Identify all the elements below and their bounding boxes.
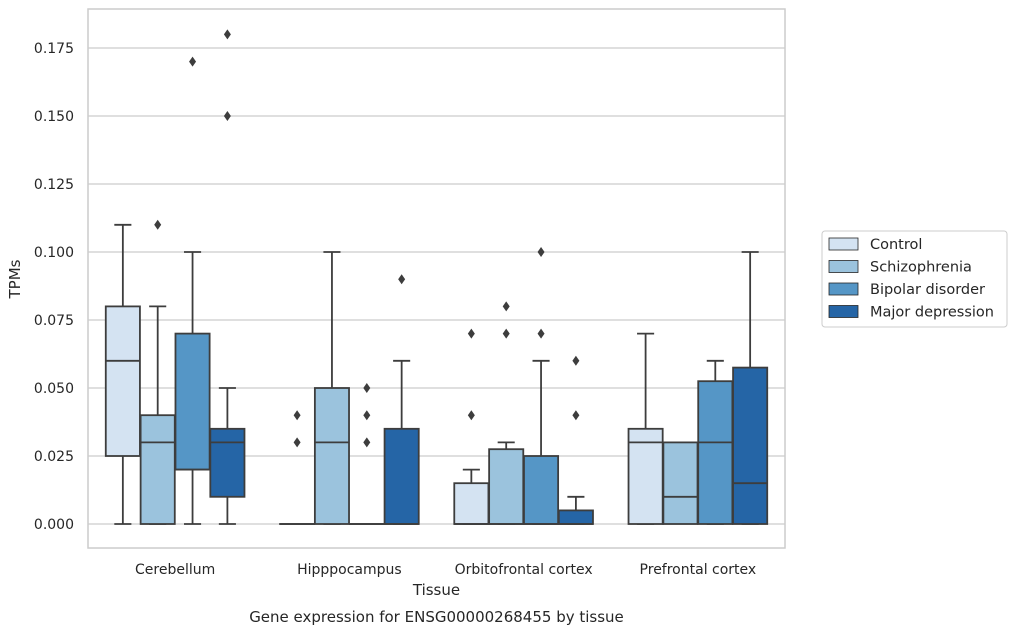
y-axis-title: TPMs xyxy=(6,259,24,299)
legend-frame xyxy=(821,230,1008,328)
box xyxy=(209,427,246,498)
legend-swatch xyxy=(828,305,859,318)
box-3-2 xyxy=(697,359,734,525)
box xyxy=(557,509,594,525)
x-tick-label: Cerebellum xyxy=(135,562,215,578)
outlier-point xyxy=(572,410,580,421)
y-tick-label: 0.000 xyxy=(34,517,74,533)
legend: Control Schizophrenia Bipolar disorder Majo… xyxy=(821,230,1008,328)
box xyxy=(383,427,420,525)
box xyxy=(313,387,350,525)
outlier-point xyxy=(223,111,231,121)
outlier-point xyxy=(154,219,162,230)
box xyxy=(139,414,176,525)
x-tick-label: Hipppocampus xyxy=(297,562,402,578)
x-tick-labels: Cerebellum Hipppocampus Orbitofrontal cort… xyxy=(135,562,756,578)
outlier-point xyxy=(537,328,545,339)
x-tick-label: Orbitofrontal cortex xyxy=(455,562,593,578)
box xyxy=(697,380,734,525)
x-axis-title: Tissue xyxy=(412,581,460,599)
chart-title: Gene expression for ENSG00000268455 by t… xyxy=(249,608,624,626)
legend-swatch xyxy=(828,282,859,296)
y-tick-label: 0.175 xyxy=(34,41,74,57)
box xyxy=(174,332,211,471)
outlier-point xyxy=(363,437,371,448)
legend-label: Bipolar disorder xyxy=(870,282,985,298)
y-tick-label: 0.075 xyxy=(34,313,74,329)
box xyxy=(662,441,699,525)
y-tick-label: 0.150 xyxy=(34,109,74,125)
legend-items: Control Schizophrenia Bipolar disorder Majo… xyxy=(828,237,994,321)
box-2-1 xyxy=(488,301,525,525)
box-1-3 xyxy=(383,274,420,525)
box-0-2 xyxy=(174,56,211,525)
box xyxy=(104,305,141,457)
legend-swatch xyxy=(828,260,859,273)
box-layer xyxy=(104,29,769,525)
outlier-point xyxy=(223,29,231,40)
outlier-point xyxy=(189,56,197,67)
legend-label: Major depression xyxy=(870,305,994,321)
legend-label: Control xyxy=(870,237,922,253)
outlier-point xyxy=(293,410,301,421)
outlier-point xyxy=(398,274,406,285)
outlier-point xyxy=(293,437,301,448)
box-0-0 xyxy=(104,223,141,525)
outlier-point xyxy=(467,328,475,339)
box-2-0 xyxy=(453,328,490,525)
legend-label: Schizophrenia xyxy=(870,260,972,276)
y-tick-label: 0.100 xyxy=(34,245,74,261)
x-tick-label: Prefrontal cortex xyxy=(640,562,757,578)
box-3-3 xyxy=(732,251,769,525)
box xyxy=(732,366,769,525)
y-tick-label: 0.025 xyxy=(34,449,74,465)
box-2-2 xyxy=(523,247,560,525)
outlier-point xyxy=(363,383,371,393)
box-2-3 xyxy=(557,355,594,525)
plot-frame xyxy=(87,8,786,549)
box-0-1 xyxy=(139,219,176,525)
box xyxy=(488,448,525,525)
box xyxy=(523,455,560,525)
box-0-3 xyxy=(209,29,246,525)
y-tick-label: 0.125 xyxy=(34,177,74,193)
y-tick-label: 0.050 xyxy=(34,381,74,397)
box-3-1 xyxy=(662,441,699,525)
legend-swatch xyxy=(828,237,859,251)
outlier-point xyxy=(537,247,545,257)
y-tick-labels: 0.000 0.025 0.050 0.075 0.100 0.125 0.150 0.175 xyxy=(34,41,74,533)
outlier-point xyxy=(572,355,580,366)
box-1-2 xyxy=(348,383,385,525)
box-3-0 xyxy=(627,332,664,525)
box-1-1 xyxy=(313,251,350,525)
outlier-point xyxy=(363,410,371,421)
box-1-0 xyxy=(279,410,316,525)
outlier-point xyxy=(502,301,510,312)
outlier-point xyxy=(467,410,475,421)
outlier-point xyxy=(502,328,510,339)
box xyxy=(453,482,490,525)
